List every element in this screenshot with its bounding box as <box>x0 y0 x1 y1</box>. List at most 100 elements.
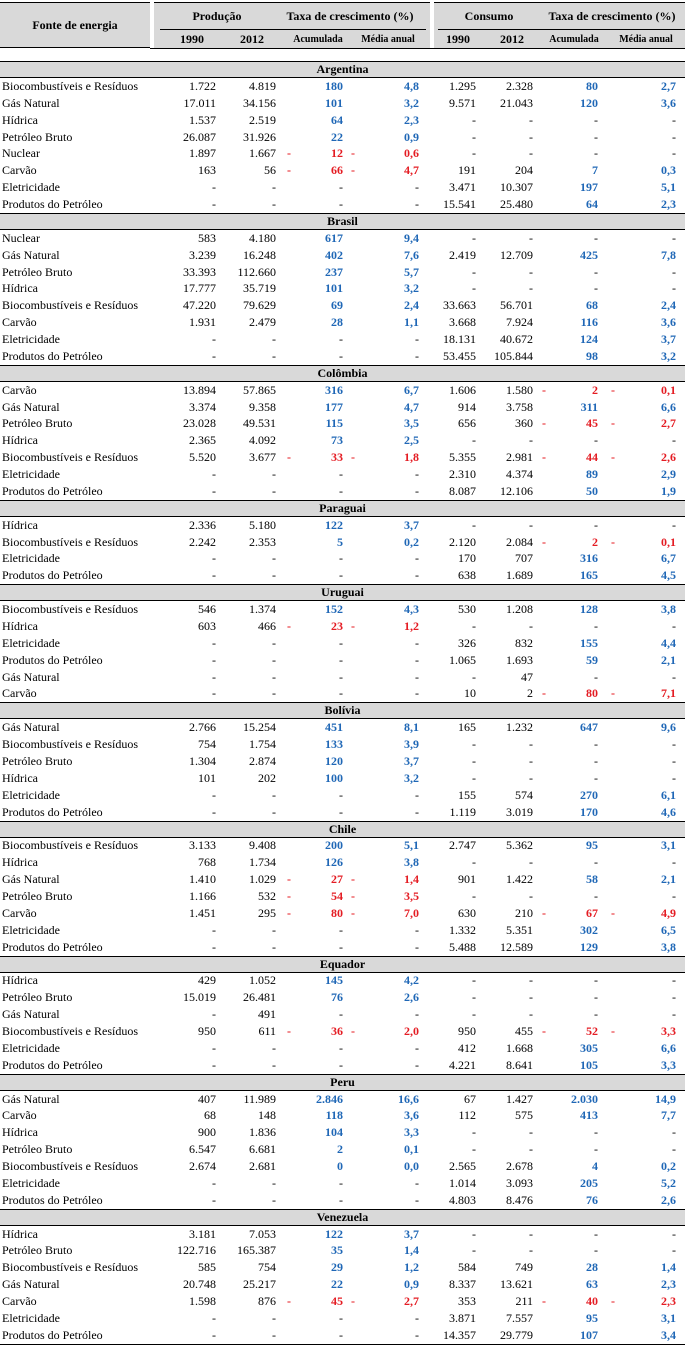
table-row: Produtos do Petróleo - - - - 53.455 105.844 98 3… <box>0 348 685 365</box>
value-cell: - <box>339 939 343 954</box>
header-consumo: Consumo <box>464 9 514 23</box>
value-cell: - <box>672 1007 676 1022</box>
value-cell: 17.011 <box>183 95 216 110</box>
value-cell: 57.865 <box>243 382 276 397</box>
header-taxa-consumo: Taxa de crescimento (%) <box>548 9 676 23</box>
value-cell: 2.479 <box>249 315 276 330</box>
value-cell: - <box>339 1007 343 1022</box>
value-cell: - <box>672 1125 676 1140</box>
value-cell: 4,4 <box>661 635 676 650</box>
value-cell: 3.133 <box>189 838 216 853</box>
value-cell: 170 <box>580 804 598 819</box>
value-cell: 3,9 <box>404 737 419 752</box>
value-cell: - <box>415 196 419 211</box>
value-cell: 2.419 <box>449 247 476 262</box>
value-cell: 2.565 <box>449 1159 476 1174</box>
negative-sign: - <box>611 450 615 465</box>
energy-source: Produtos do Petróleo <box>2 348 103 363</box>
value-cell: 6,1 <box>661 787 676 802</box>
energy-source: Eletricidade <box>2 180 60 195</box>
value-cell: - <box>415 1175 419 1190</box>
value-cell: 73 <box>331 433 343 448</box>
value-cell: 101 <box>198 770 216 785</box>
value-cell: 3,5 <box>404 889 419 904</box>
value-cell: - <box>472 1243 476 1258</box>
value-cell: 68 <box>586 298 598 313</box>
value-cell: - <box>472 517 476 532</box>
header-underline-prod <box>160 29 426 30</box>
negative-sign: - <box>287 1294 291 1309</box>
table-row: Gás Natural 407 11.989 2.846 16,6 67 1.427 2.03… <box>0 1091 685 1108</box>
value-cell: 68 <box>204 1108 216 1123</box>
header-2012-prod: 2012 <box>240 31 264 46</box>
value-cell: 13.621 <box>500 1277 533 1292</box>
energy-source: Hídrica <box>2 517 38 532</box>
value-cell: 14,9 <box>655 1091 676 1106</box>
value-cell: 6.681 <box>249 1142 276 1157</box>
value-cell: 47.220 <box>183 298 216 313</box>
value-cell: 1.332 <box>449 922 476 937</box>
header-acumulada-cons: Acumulada <box>549 33 599 45</box>
negative-sign: - <box>287 450 291 465</box>
energy-source: Biocombustíveis e Resíduos <box>2 298 138 313</box>
value-cell: 2.874 <box>249 754 276 768</box>
value-cell: 8.641 <box>506 1057 533 1072</box>
value-cell: 3.668 <box>449 315 476 330</box>
value-cell: 0,2 <box>661 1159 676 1174</box>
value-cell: 26.481 <box>243 990 276 1005</box>
energy-source: Eletricidade <box>2 1175 60 1190</box>
value-cell: - <box>594 112 598 127</box>
value-cell: - <box>672 433 676 448</box>
value-cell: 707 <box>515 551 533 566</box>
energy-source: Petróleo Bruto <box>2 990 73 1005</box>
value-cell: 12.106 <box>500 483 533 498</box>
value-cell: 76 <box>586 1192 598 1207</box>
value-cell: - <box>672 517 676 532</box>
value-cell: - <box>339 1192 343 1207</box>
table-row: Gás Natural - - - - - 47 - - <box>0 669 685 686</box>
value-cell: - <box>529 281 533 296</box>
value-cell: - <box>212 1175 216 1190</box>
header-media-cons: Média anual <box>619 33 673 45</box>
header-1990-prod: 1990 <box>180 31 204 46</box>
value-cell: 58 <box>586 872 598 887</box>
energy-source: Produtos do Petróleo <box>2 939 103 954</box>
table-row: Eletricidade - - - - 3.471 10.307 197 5,1 <box>0 179 685 196</box>
table-row: Eletricidade - - - - 3.871 7.557 95 3,1 <box>0 1310 685 1327</box>
value-cell: 80 <box>586 686 598 701</box>
energy-source: Biocombustíveis e Resíduos <box>2 838 138 853</box>
value-cell: - <box>472 889 476 904</box>
value-cell: - <box>339 669 343 684</box>
country-header: Brasil <box>0 212 685 230</box>
negative-sign: - <box>542 450 546 465</box>
value-cell: 754 <box>258 1260 276 1275</box>
table-row: Gás Natural 20.748 25.217 22 0,9 8.337 13.621 6… <box>0 1276 685 1293</box>
value-cell: 2.981 <box>506 450 533 465</box>
negative-sign: - <box>351 889 355 904</box>
value-cell: - <box>415 787 419 802</box>
table-row: Produtos do Petróleo - - - - 638 1.689 165 4,5 <box>0 567 685 584</box>
energy-source: Petróleo Bruto <box>2 416 73 431</box>
value-cell: 1.598 <box>189 1294 216 1309</box>
value-cell: - <box>672 146 676 161</box>
value-cell: 1,2 <box>404 1260 419 1275</box>
negative-sign: - <box>611 905 615 920</box>
value-cell: 1.722 <box>189 78 216 93</box>
value-cell: 491 <box>258 1007 276 1022</box>
value-cell: - <box>272 1310 276 1325</box>
value-cell: 2,3 <box>404 112 419 127</box>
energy-source: Eletricidade <box>2 551 60 566</box>
energy-source: Produtos do Petróleo <box>2 568 103 583</box>
value-cell: - <box>529 737 533 752</box>
value-cell: - <box>529 889 533 904</box>
value-cell: - <box>529 770 533 785</box>
value-cell: 7,6 <box>404 247 419 262</box>
value-cell: 914 <box>458 399 476 414</box>
value-cell: 4,7 <box>404 399 419 414</box>
value-cell: 2 <box>592 382 598 397</box>
value-cell: 4,6 <box>661 804 676 819</box>
table-row: Hídrica 900 1.836 104 3,3 - - - - <box>0 1124 685 1141</box>
value-cell: 80 <box>586 78 598 93</box>
value-cell: 2.674 <box>189 1159 216 1174</box>
value-cell: - <box>415 180 419 195</box>
